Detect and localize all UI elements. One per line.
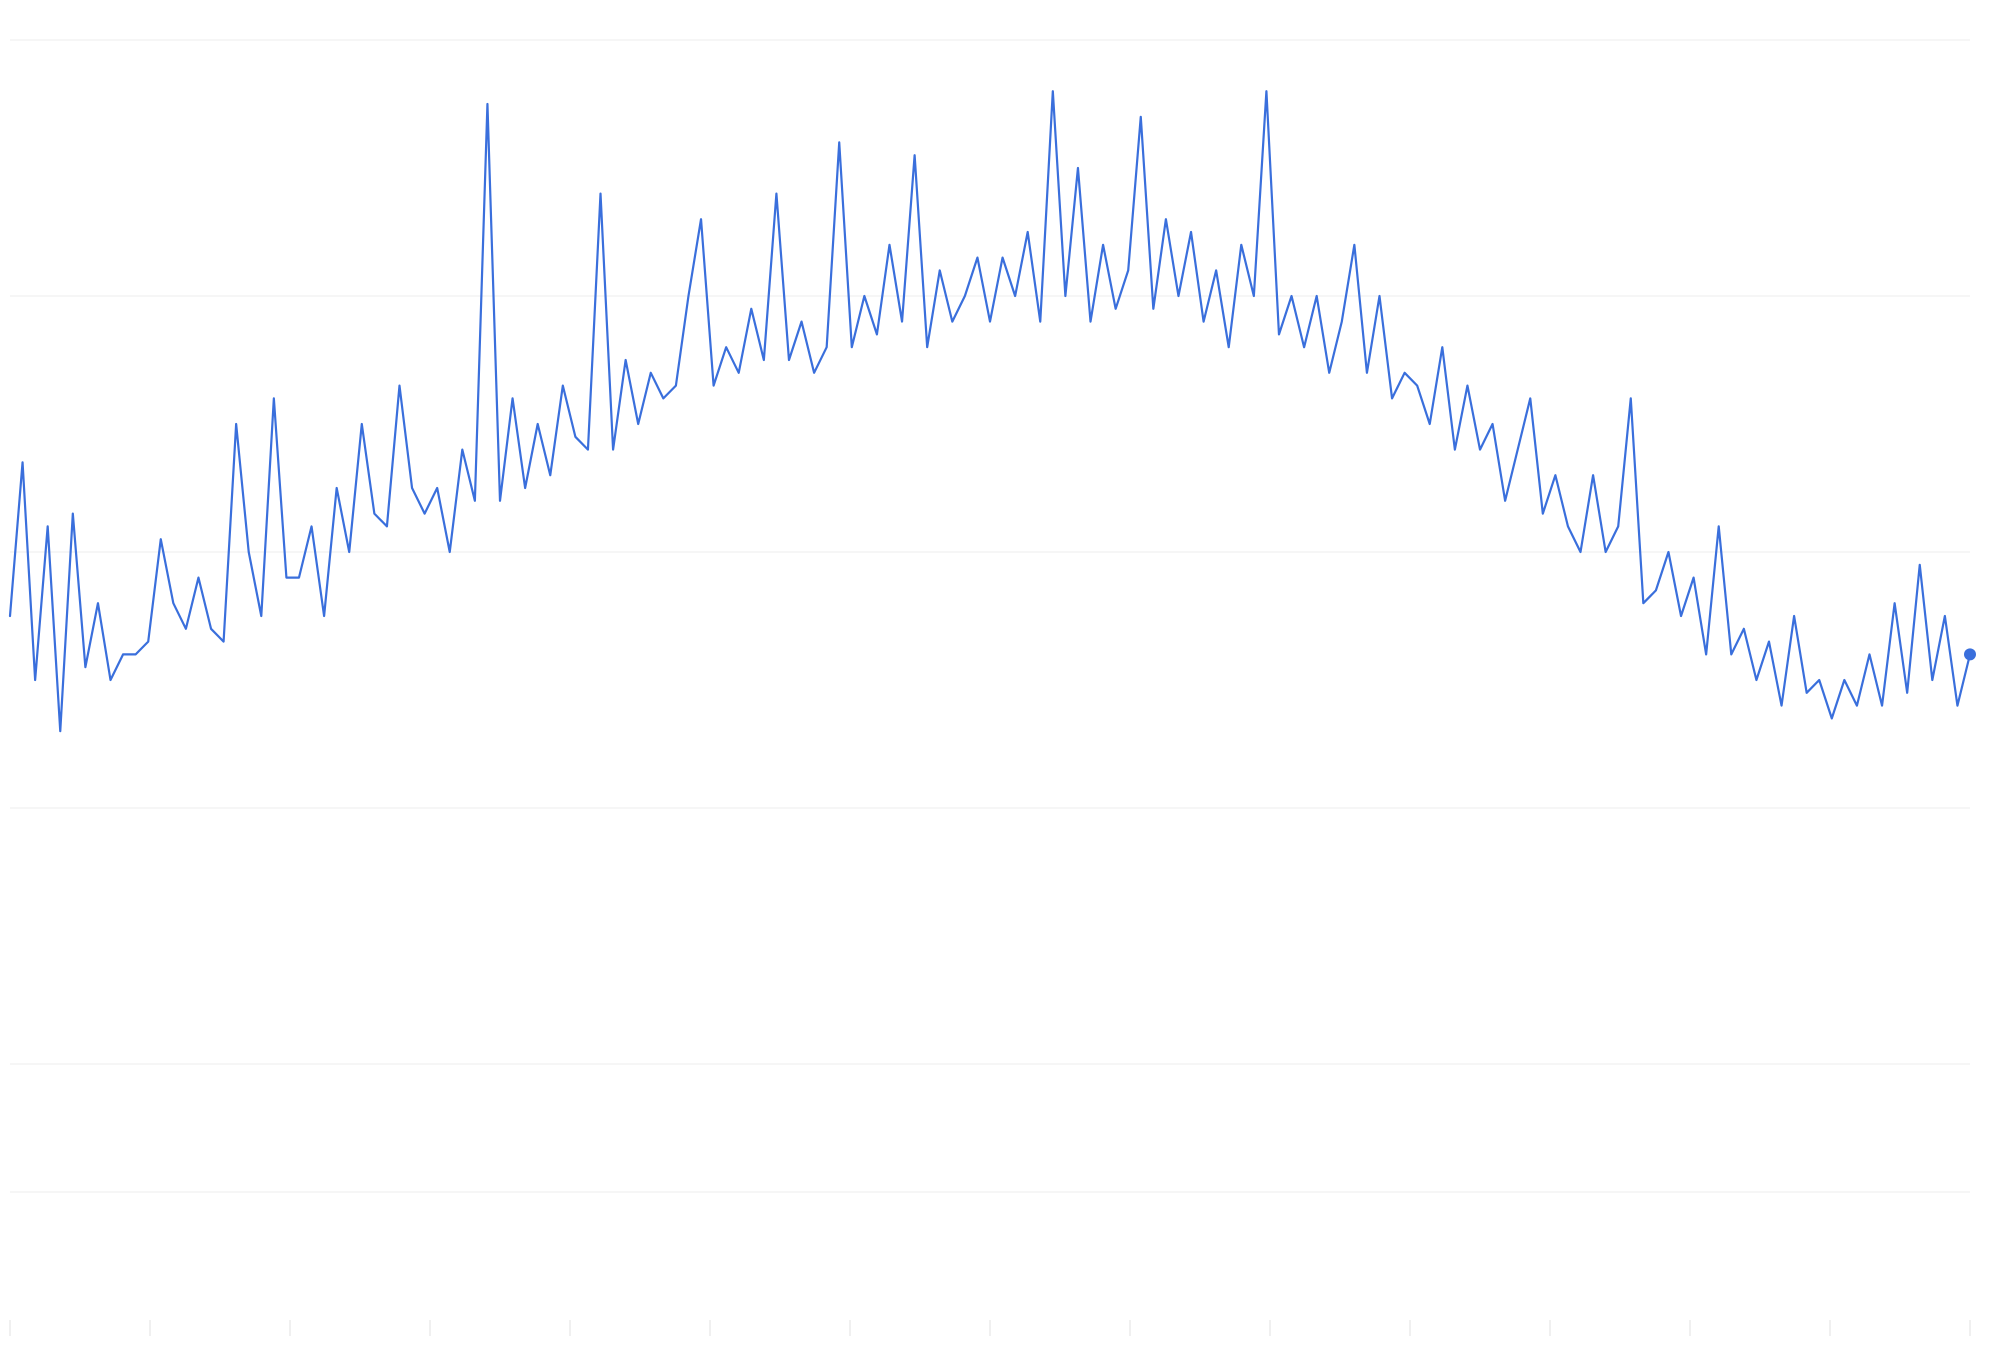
- line-chart: [0, 0, 1999, 1360]
- endpoint-marker: [1964, 648, 1976, 660]
- chart-svg: [0, 0, 1999, 1360]
